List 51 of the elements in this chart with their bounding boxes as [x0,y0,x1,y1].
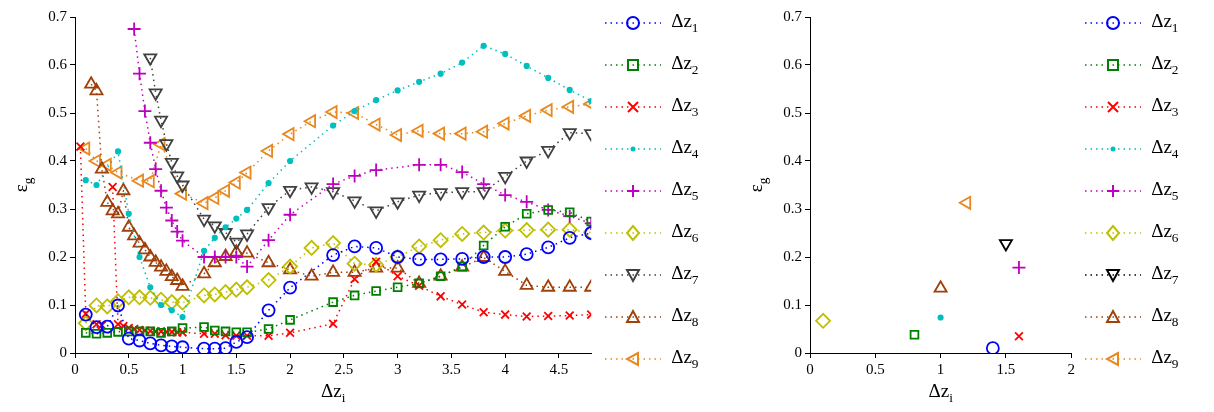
x-tick-label: 3 [393,360,402,377]
x-axis-title: Δz$_{i}$ [928,380,953,406]
legend-label: Δz$_{5}$ [1151,178,1179,204]
y-tick-label: 0.2 [48,247,67,264]
y-tick-label: 0.6 [783,55,803,72]
legend-label: Δz$_{6}$ [1151,220,1179,246]
y-tick-label: 0.1 [783,295,802,312]
x-tick-label: 1.5 [226,360,246,377]
legend-label: Δz$_{7}$ [1151,262,1179,288]
x-tick-label: 4.5 [549,360,569,377]
y-tick-label: 0.7 [783,7,803,24]
x-tick-label: 1 [178,360,187,377]
legend-label: Δz$_{4}$ [671,136,699,162]
legend-label: Δz$_{8}$ [671,304,699,330]
legend-label: Δz$_{5}$ [671,178,699,204]
y-tick-label: 0.7 [48,7,68,24]
x-axis-title: Δz$_{i}$ [321,380,346,406]
legend-label: Δz$_{9}$ [671,346,699,372]
y-tick-label: 0.3 [48,199,67,216]
legend-label: Δz$_{2}$ [1151,52,1179,78]
x-tick-label: 1 [936,360,945,377]
y-tick-label: 0.2 [783,247,802,264]
legend-label: Δz$_{4}$ [1151,136,1179,162]
y-tick-label: 0.4 [783,151,803,168]
x-tick-label: 4 [501,360,510,377]
y-tick-label: 0 [794,343,802,360]
y-tick-label: 0.5 [48,103,67,120]
legend-label: Δz$_{1}$ [671,10,699,36]
legend-label: Δz$_{8}$ [1151,304,1179,330]
legend-label: Δz$_{2}$ [671,52,699,78]
legend-label: Δz$_{7}$ [671,262,699,288]
x-tick-label: 0 [71,360,79,377]
y-tick-label: 0.1 [48,295,67,312]
y-tick-label: 0 [59,343,67,360]
y-tick-label: 0.4 [48,151,68,168]
legend-label: Δz$_{6}$ [671,220,699,246]
y-tick-label: 0.5 [783,103,802,120]
legend-label: Δz$_{1}$ [1151,10,1179,36]
x-tick-label: 0.5 [119,360,139,377]
x-tick-label: 2.5 [334,360,354,377]
x-tick-label: 0.5 [865,360,885,377]
x-tick-label: 0 [806,360,814,377]
legend-label: Δz$_{9}$ [1151,346,1179,372]
x-tick-label: 2 [1067,360,1075,377]
y-tick-label: 0.6 [48,55,68,72]
x-tick-label: 3.5 [442,360,461,377]
x-tick-label: 1.5 [996,360,1016,377]
legend-label: Δz$_{3}$ [1151,94,1179,120]
y-tick-label: 0.3 [783,199,802,216]
x-tick-label: 2 [286,360,294,377]
legend-label: Δz$_{3}$ [671,94,699,120]
